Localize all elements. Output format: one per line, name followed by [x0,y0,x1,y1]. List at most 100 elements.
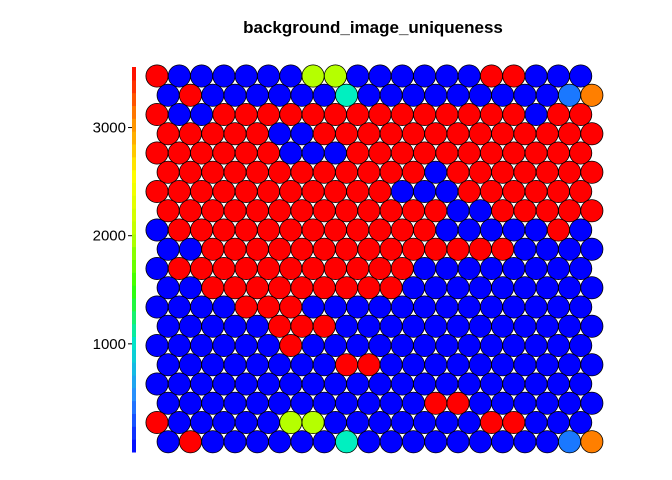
som-node-circle [301,179,325,203]
som-hex-grid [145,64,604,454]
som-node-circle [167,256,191,280]
colorbar-segment [132,144,136,158]
colorbar-segment [132,426,136,440]
som-node-circle [268,237,292,261]
som-node-circle [401,199,425,223]
som-node-circle [145,64,169,88]
som-node-circle [524,141,548,165]
som-node-circle [201,276,225,300]
som-node-circle [390,295,414,319]
som-node-circle [524,218,548,242]
som-node-circle [535,430,559,454]
som-node-circle [569,64,593,88]
som-node-circle [256,64,280,88]
som-node-circle [491,314,515,338]
som-node-circle [312,160,336,184]
som-node-circle [212,410,236,434]
colorbar-segment [132,259,136,273]
som-node-circle [290,314,314,338]
som-node-circle [190,141,214,165]
som-node-circle [502,218,526,242]
som-node-circle [468,276,492,300]
som-node-circle [201,314,225,338]
som-node-circle [569,333,593,357]
som-node-circle [479,372,503,396]
som-node-circle [446,122,470,146]
som-node-circle [156,237,180,261]
som-node-circle [413,410,437,434]
som-node-circle [335,199,359,223]
som-node-circle [223,391,247,415]
som-node-circle [357,430,381,454]
som-node-circle [424,314,448,338]
som-node-circle [335,314,359,338]
colorbar-tick-label: 3000 [93,120,126,137]
som-node-circle [491,237,515,261]
som-node-circle [468,391,492,415]
som-node-circle [401,122,425,146]
colorbar-segment [132,92,136,106]
som-node-circle [413,141,437,165]
som-node-circle [223,83,247,107]
som-node-circle [212,256,236,280]
som-node-circle [558,353,582,377]
som-node-circle [335,237,359,261]
som-node-circle [156,353,180,377]
som-node-circle [513,391,537,415]
som-node-circle [479,410,503,434]
som-node-circle [502,64,526,88]
som-node-circle [468,353,492,377]
som-node-circle [156,199,180,223]
som-node-circle [245,314,269,338]
som-node-circle [502,333,526,357]
som-node-circle [323,64,347,88]
som-node-circle [346,333,370,357]
som-node-circle [167,179,191,203]
som-node-circle [279,218,303,242]
som-node-circle [290,391,314,415]
som-node-circle [424,276,448,300]
som-node-circle [401,237,425,261]
som-node-circle [546,179,570,203]
som-node-circle [279,333,303,357]
som-node-circle [178,237,202,261]
som-node-circle [256,103,280,127]
som-node-circle [401,391,425,415]
som-node-circle [223,237,247,261]
som-node-circle [145,256,169,280]
som-node-circle [245,391,269,415]
som-node-circle [457,141,481,165]
som-node-circle [234,141,258,165]
som-node-circle [178,314,202,338]
som-node-circle [424,391,448,415]
som-node-circle [479,103,503,127]
som-node-circle [513,276,537,300]
som-node-circle [513,199,537,223]
colorbar-segment [132,349,136,363]
som-node-circle [491,430,515,454]
som-node-circle [546,372,570,396]
som-node-circle [156,122,180,146]
som-node-circle [190,295,214,319]
som-node-circle [212,179,236,203]
som-node-circle [491,160,515,184]
som-node-circle [178,83,202,107]
colorbar-segment [132,169,136,183]
som-node-circle [524,372,548,396]
som-node-circle [580,430,604,454]
som-node-circle [558,391,582,415]
som-node-circle [190,218,214,242]
som-node-circle [435,333,459,357]
som-node-circle [580,237,604,261]
som-node-circle [256,141,280,165]
som-node-circle [301,141,325,165]
som-node-circle [223,199,247,223]
som-node-circle [513,83,537,107]
som-node-circle [401,276,425,300]
som-node-circle [457,410,481,434]
som-node-circle [346,103,370,127]
colorbar-segment [132,439,136,453]
som-node-circle [167,372,191,396]
som-node-circle [569,218,593,242]
